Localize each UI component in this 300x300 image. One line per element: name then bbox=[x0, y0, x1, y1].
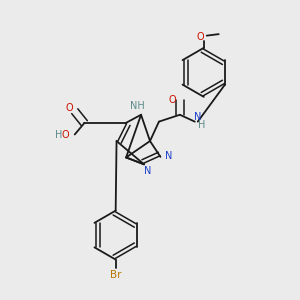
Text: O: O bbox=[66, 103, 73, 113]
Text: N: N bbox=[144, 166, 151, 176]
Text: Br: Br bbox=[110, 270, 122, 280]
Text: H: H bbox=[198, 120, 205, 130]
Text: N: N bbox=[165, 151, 172, 161]
Text: O: O bbox=[62, 130, 70, 140]
Text: O: O bbox=[197, 32, 205, 41]
Text: O: O bbox=[169, 95, 176, 105]
Text: NH: NH bbox=[130, 101, 145, 111]
Text: H: H bbox=[55, 130, 62, 140]
Text: N: N bbox=[194, 112, 202, 122]
